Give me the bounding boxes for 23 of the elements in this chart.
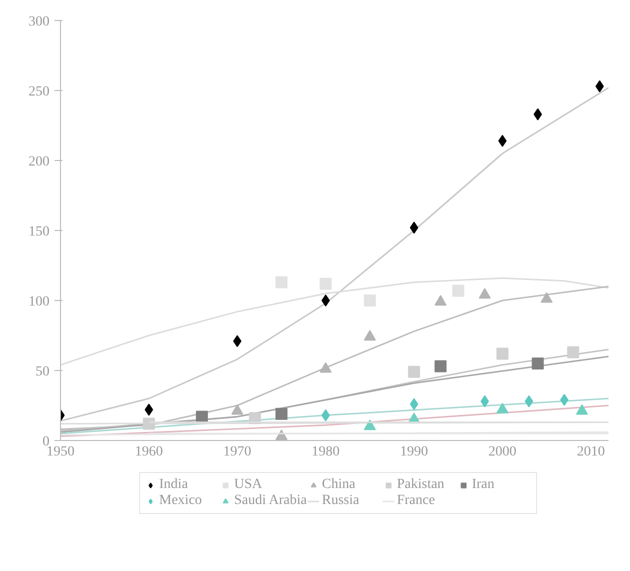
legend-label: Mexico — [159, 493, 203, 509]
x-tick-label: 1970 — [223, 444, 252, 460]
x-tick-label: 2000 — [488, 444, 516, 460]
x-tick-label: 1990 — [400, 444, 428, 460]
legend-label: Iran — [472, 477, 496, 493]
legend-label: China — [322, 477, 356, 493]
legend-label: Pakistan — [396, 477, 446, 493]
legend-label: USA — [234, 477, 264, 493]
legend-label: Saudi Arabia — [234, 493, 307, 509]
x-tick-label: 1950 — [46, 444, 74, 460]
x-tick-label: 1980 — [312, 444, 340, 460]
legend-label: India — [159, 477, 189, 493]
y-tick-label: 250 — [28, 84, 50, 100]
y-tick-label: 150 — [28, 224, 50, 240]
x-tick-label: 2010 — [576, 444, 605, 460]
legend-label: France — [396, 493, 436, 509]
x-tick-label: 1960 — [134, 444, 163, 460]
y-tick-label: 100 — [28, 294, 50, 310]
y-tick-label: 50 — [36, 364, 50, 380]
y-tick-label: 0 — [42, 434, 50, 450]
legend-label: Russia — [322, 493, 360, 509]
y-tick-label: 300 — [28, 14, 50, 30]
y-tick-label: 200 — [28, 154, 50, 170]
